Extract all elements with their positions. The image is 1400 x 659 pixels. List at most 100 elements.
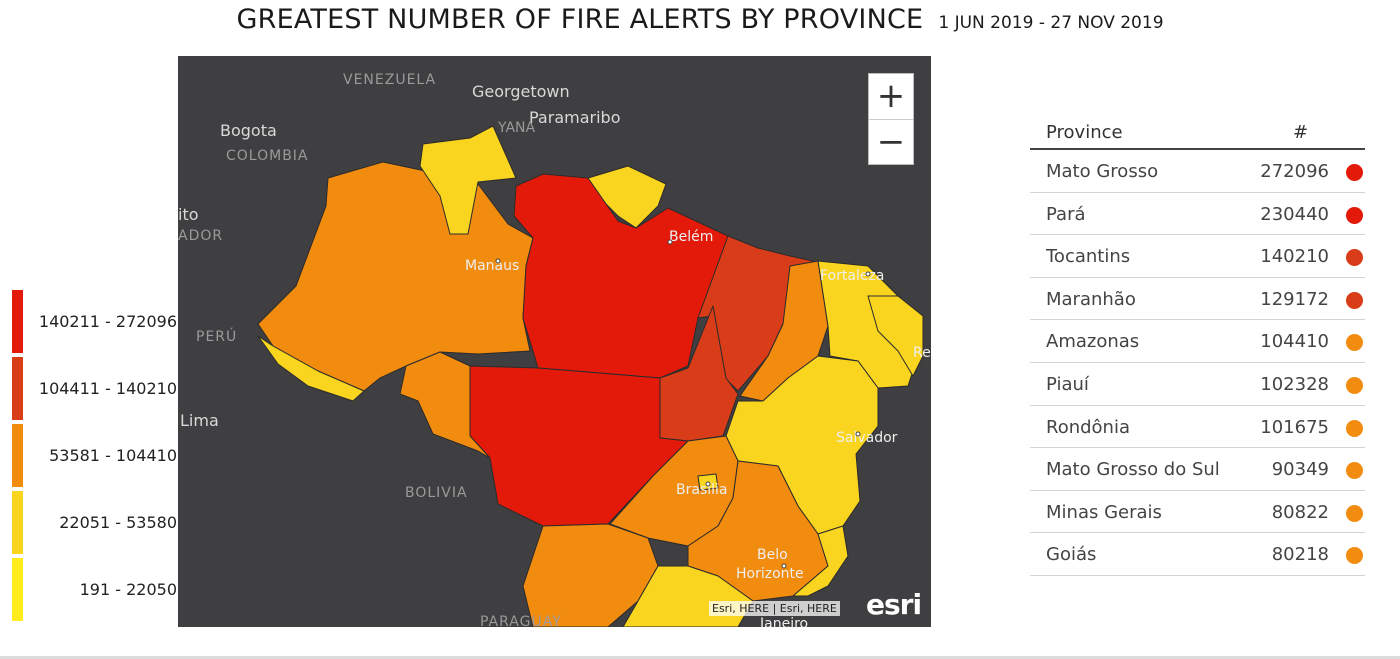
label-belo-1: Belo xyxy=(757,547,788,563)
map-attribution[interactable]: Esri, HERE | Esri, HERE xyxy=(709,601,840,616)
class-dot xyxy=(1346,376,1363,394)
header-count[interactable]: # xyxy=(1293,122,1309,143)
alert-count: 101675 xyxy=(1260,416,1329,438)
legend-swatch xyxy=(12,424,23,487)
region-espirito-santo xyxy=(792,525,849,597)
province-name: Pará xyxy=(1046,203,1086,225)
label-fortaleza: Fortaleza xyxy=(820,268,884,284)
class-dot xyxy=(1346,547,1363,565)
legend-item: 22051 - 53580 xyxy=(12,491,177,558)
label-recife: Re xyxy=(913,345,931,361)
legend-item: 104411 - 140210 xyxy=(12,357,177,424)
label-lima: Lima xyxy=(180,411,219,430)
header-province[interactable]: Province xyxy=(1046,122,1123,143)
label-paramaribo: Paramaribo xyxy=(529,108,620,127)
alert-count: 230440 xyxy=(1260,203,1329,225)
table-row[interactable]: Goiás 80218 xyxy=(1030,533,1365,576)
label-guyana: YANA xyxy=(497,120,536,136)
table-row[interactable]: Rondônia 101675 xyxy=(1030,406,1365,449)
legend-label: 140211 - 272096 xyxy=(38,312,177,331)
alert-count: 90349 xyxy=(1271,459,1329,481)
province-name: Amazonas xyxy=(1046,331,1140,353)
table-row[interactable]: Minas Gerais 80822 xyxy=(1030,491,1365,534)
region-rondonia xyxy=(399,351,491,459)
province-name: Minas Gerais xyxy=(1046,501,1162,523)
legend-label: 191 - 22050 xyxy=(79,580,177,599)
date-range: 1 JUN 2019 - 27 NOV 2019 xyxy=(938,13,1164,33)
region-ne-small xyxy=(867,295,924,377)
province-name: Mato Grosso xyxy=(1046,161,1159,182)
alert-count: 80822 xyxy=(1271,501,1329,523)
legend-item: 191 - 22050 xyxy=(12,558,177,625)
footer-divider xyxy=(0,656,1400,659)
table-row[interactable]: Tocantins 140210 xyxy=(1030,235,1365,278)
map-canvas: VENEZUELA Georgetown Paramaribo YANA Bog… xyxy=(178,72,931,627)
label-salvador: Salvador xyxy=(836,430,898,446)
class-dot xyxy=(1346,504,1363,522)
label-belo-2: Horizonte xyxy=(736,566,804,582)
legend-item: 53581 - 104410 xyxy=(12,424,177,491)
legend-swatch xyxy=(12,491,23,554)
label-georgetown: Georgetown xyxy=(472,82,570,101)
table-row[interactable]: Mato Grosso do Sul 90349 xyxy=(1030,448,1365,491)
alert-count: 80218 xyxy=(1271,544,1329,566)
label-brasilia: Brasília xyxy=(676,482,727,498)
table-row[interactable]: Amazonas 104410 xyxy=(1030,320,1365,363)
legend-swatch xyxy=(12,290,23,353)
table-row[interactable]: Pará 230440 xyxy=(1030,193,1365,236)
legend-label: 104411 - 140210 xyxy=(38,379,177,398)
label-colombia: COLOMBIA xyxy=(226,148,309,164)
region-ceara xyxy=(817,260,919,389)
region-roraima xyxy=(419,125,517,235)
table-row[interactable]: Piauí 102328 xyxy=(1030,363,1365,406)
label-quito: ito xyxy=(178,205,199,224)
province-name: Mato Grosso do Sul xyxy=(1046,459,1220,481)
label-janeiro: Janeiro xyxy=(759,616,808,627)
map-legend: 140211 - 272096 104411 - 140210 53581 - … xyxy=(12,290,177,625)
legend-item: 140211 - 272096 xyxy=(12,290,177,357)
region-amazonas xyxy=(257,161,534,392)
alert-count: 104410 xyxy=(1260,331,1329,353)
map-view[interactable]: VENEZUELA Georgetown Paramaribo YANA Bog… xyxy=(178,56,931,627)
province-name: Goiás xyxy=(1046,544,1097,566)
legend-swatch xyxy=(12,558,23,621)
zoom-in-button[interactable]: + xyxy=(876,76,906,116)
province-table: Province # Mato Grosso 272096 Pará 23044… xyxy=(1030,118,1365,576)
city-markers xyxy=(495,239,871,569)
province-name: Tocantins xyxy=(1046,246,1131,268)
class-dot xyxy=(1346,291,1363,309)
province-name: Piauí xyxy=(1046,373,1089,395)
label-paraguay: PARAGUAY xyxy=(480,614,562,627)
label-manaus: Manaus xyxy=(465,258,519,274)
legend-swatch xyxy=(12,357,23,420)
province-name: Maranhão xyxy=(1046,288,1136,310)
table-row[interactable]: Mato Grosso 272096 xyxy=(1030,150,1365,193)
legend-label: 22051 - 53580 xyxy=(59,513,177,532)
alert-count: 102328 xyxy=(1260,373,1329,395)
class-dot xyxy=(1346,164,1363,181)
zoom-out-button[interactable]: − xyxy=(869,119,913,164)
legend-label: 53581 - 104410 xyxy=(49,446,177,465)
class-dot xyxy=(1346,249,1363,267)
class-dot xyxy=(1346,206,1363,224)
label-belem: Belém xyxy=(669,229,713,245)
page-title: GREATEST NUMBER OF FIRE ALERTS BY PROVIN… xyxy=(236,4,924,35)
label-bogota: Bogota xyxy=(220,121,277,140)
province-name: Rondônia xyxy=(1046,416,1130,438)
label-bolivia: BOLIVIA xyxy=(405,485,468,501)
table-row[interactable]: Maranhão 129172 xyxy=(1030,278,1365,321)
alert-count: 272096 xyxy=(1260,161,1329,182)
label-ecuador: ADOR xyxy=(178,228,223,244)
class-dot xyxy=(1346,419,1363,437)
label-peru: PERÚ xyxy=(196,327,237,345)
class-dot xyxy=(1346,334,1363,352)
region-acre xyxy=(257,335,365,402)
alert-count: 140210 xyxy=(1260,246,1329,268)
alert-count: 129172 xyxy=(1260,288,1329,310)
esri-logo[interactable]: esri xyxy=(866,588,922,621)
title-row: GREATEST NUMBER OF FIRE ALERTS BY PROVIN… xyxy=(0,4,1400,35)
zoom-controls: + − xyxy=(868,73,914,165)
table-header: Province # xyxy=(1030,118,1365,150)
label-venezuela: VENEZUELA xyxy=(343,72,436,88)
class-dot xyxy=(1346,462,1363,480)
